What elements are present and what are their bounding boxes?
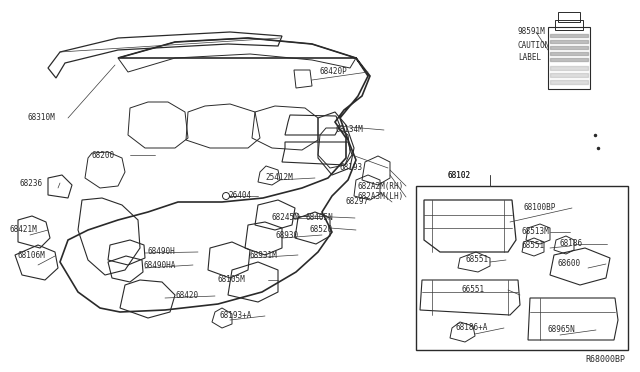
Text: 68930: 68930 — [275, 231, 298, 240]
Text: 68200: 68200 — [92, 151, 115, 160]
Text: 98591M: 98591M — [518, 28, 546, 36]
Text: CAUTION: CAUTION — [518, 42, 550, 51]
Text: 68102: 68102 — [448, 170, 471, 180]
Text: 68551: 68551 — [466, 256, 489, 264]
Text: 26404: 26404 — [228, 190, 251, 199]
Text: 68245N: 68245N — [272, 214, 300, 222]
Text: 682A2M(RH): 682A2M(RH) — [358, 182, 404, 190]
Text: 68513M: 68513M — [522, 228, 550, 237]
Text: 68186+A: 68186+A — [456, 324, 488, 333]
Text: 68193+A: 68193+A — [220, 311, 252, 321]
Text: 68193: 68193 — [340, 164, 363, 173]
Text: 68551: 68551 — [522, 241, 545, 250]
Bar — [555, 20, 583, 30]
Text: 68600: 68600 — [558, 260, 581, 269]
Text: 68421M: 68421M — [10, 225, 38, 234]
Text: 68490H: 68490H — [148, 247, 176, 257]
Text: 68297: 68297 — [345, 198, 368, 206]
Text: 68965N: 68965N — [548, 326, 576, 334]
Text: LABEL: LABEL — [518, 54, 541, 62]
Text: 68310M: 68310M — [28, 113, 56, 122]
Text: 68931M: 68931M — [250, 250, 278, 260]
Text: R68000BP: R68000BP — [585, 356, 625, 365]
Text: 68106M: 68106M — [18, 251, 45, 260]
Text: 68420: 68420 — [175, 292, 198, 301]
Text: 68186: 68186 — [559, 240, 582, 248]
Text: 68134M: 68134M — [336, 125, 364, 135]
Text: 68102: 68102 — [448, 170, 471, 180]
Text: 68405N: 68405N — [305, 214, 333, 222]
Bar — [548, 27, 590, 89]
Text: 682A3M(LH): 682A3M(LH) — [358, 192, 404, 202]
Text: 68105M: 68105M — [218, 276, 246, 285]
Text: 68490HA: 68490HA — [143, 260, 175, 269]
Text: 68520: 68520 — [310, 225, 333, 234]
Text: 66551: 66551 — [462, 285, 485, 295]
Text: 68236: 68236 — [20, 179, 43, 187]
Text: 68100BP: 68100BP — [524, 203, 556, 212]
Text: 25412M: 25412M — [265, 173, 292, 183]
Text: 68420P: 68420P — [320, 67, 348, 77]
Bar — [416, 186, 628, 350]
Bar — [558, 12, 580, 22]
